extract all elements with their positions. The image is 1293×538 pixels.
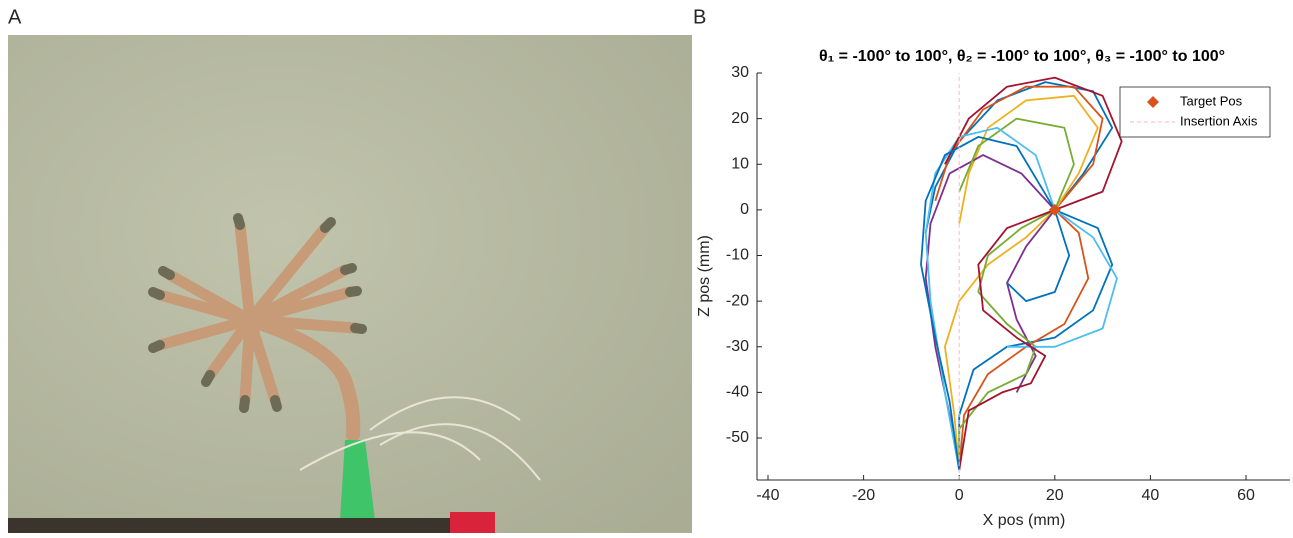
- y-tick-label: 20: [731, 110, 749, 127]
- x-tick-label: 40: [1142, 487, 1160, 504]
- trajectory: [944, 94, 1099, 471]
- x-axis-label: X pos (mm): [983, 512, 1066, 529]
- trajectory: [958, 117, 1075, 470]
- chart-title: θ₁ = -100° to 100°, θ₂ = -100° to 100°, …: [819, 48, 1225, 65]
- y-tick-label: -30: [726, 338, 749, 355]
- legend-swatch: [1147, 96, 1159, 108]
- trajectory: [920, 136, 1071, 471]
- x-tick-label: 60: [1237, 487, 1255, 504]
- y-tick-label: 10: [731, 155, 749, 172]
- target-marker: [1048, 203, 1061, 216]
- y-tick-label: -10: [726, 247, 749, 264]
- y-tick-label: 30: [731, 64, 749, 81]
- trajectory: [944, 76, 1123, 471]
- y-tick-label: -20: [726, 292, 749, 309]
- y-tick-label: -40: [726, 384, 749, 401]
- x-tick-label: 20: [1046, 487, 1064, 504]
- legend-box: [1119, 86, 1271, 138]
- y-axis-label: Z pos (mm): [696, 235, 713, 317]
- x-tick-label: -40: [756, 487, 779, 504]
- trajectory: [924, 154, 1056, 471]
- panel-label: B: [693, 6, 706, 28]
- y-tick-label: 0: [740, 201, 749, 218]
- photo: [8, 35, 692, 533]
- legend-label: Target Pos: [1180, 93, 1243, 108]
- trajectory: [924, 126, 1118, 471]
- x-tick-label: 0: [955, 487, 964, 504]
- panel-label: A: [8, 6, 22, 28]
- x-tick-label: -20: [852, 487, 875, 504]
- y-tick-label: -50: [726, 429, 749, 446]
- legend-label: Insertion Axis: [1180, 113, 1258, 128]
